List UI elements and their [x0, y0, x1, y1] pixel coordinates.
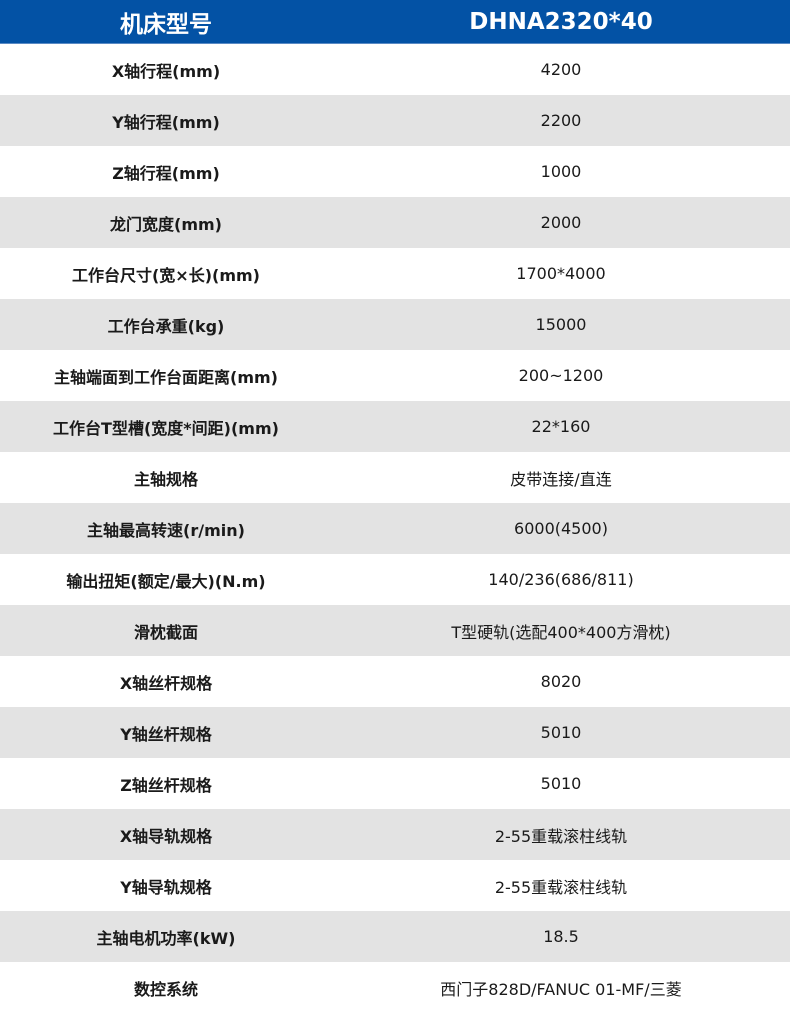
table-row: X轴行程(mm) 4200 [0, 44, 790, 95]
spec-value: 4200 [540, 60, 582, 79]
spec-label: 工作台承重(kg) [107, 316, 225, 336]
table-row: Y轴行程(mm) 2200 [0, 95, 790, 146]
spec-value: 140/236(686/811) [488, 570, 634, 589]
spec-value: 8020 [540, 672, 582, 691]
spec-value: 1000 [540, 162, 582, 181]
table-row: Z轴行程(mm) 1000 [0, 146, 790, 197]
table-row: 工作台承重(kg) 15000 [0, 299, 790, 350]
spec-value: T型硬轨(选配400*400方滑枕) [451, 622, 671, 642]
spec-label: Y轴行程(mm) [112, 112, 220, 132]
table-header: 机床型号 DHNA2320*40 [0, 0, 790, 44]
spec-label: 滑枕截面 [133, 622, 198, 642]
table-row: 数控系统 西门子828D/FANUC 01-MF/三菱 [0, 962, 790, 1013]
header-label: 机床型号 [120, 11, 212, 38]
spec-label: 输出扭矩(额定/最大)(N.m) [66, 571, 266, 591]
table-row: 工作台尺寸(宽×长)(mm) 1700*4000 [0, 248, 790, 299]
spec-value: 5010 [540, 723, 582, 742]
table-row: Y轴丝杆规格 5010 [0, 707, 790, 758]
spec-value: 1700*4000 [516, 264, 606, 283]
table-row: 输出扭矩(额定/最大)(N.m) 140/236(686/811) [0, 554, 790, 605]
spec-value: 15000 [535, 315, 587, 334]
spec-value: 2200 [540, 111, 582, 130]
spec-value: 2-55重载滚柱线轨 [494, 826, 628, 846]
table-row: 工作台T型槽(宽度*间距)(mm) 22*160 [0, 401, 790, 452]
spec-value: 200~1200 [518, 366, 604, 385]
spec-label: X轴行程(mm) [111, 61, 221, 81]
spec-label: Y轴导轨规格 [120, 877, 212, 897]
table-row: X轴导轨规格 2-55重载滚柱线轨 [0, 809, 790, 860]
spec-value: 2000 [540, 213, 582, 232]
table-row: Z轴丝杆规格 5010 [0, 758, 790, 809]
spec-label: 主轴最高转速(r/min) [87, 520, 245, 540]
spec-label: 工作台尺寸(宽×长)(mm) [71, 265, 260, 285]
table-row: 滑枕截面 T型硬轨(选配400*400方滑枕) [0, 605, 790, 656]
table-row: Y轴导轨规格 2-55重载滚柱线轨 [0, 860, 790, 911]
spec-label: 工作台T型槽(宽度*间距)(mm) [53, 418, 279, 438]
spec-label: 主轴规格 [133, 469, 198, 489]
spec-label: 龙门宽度(mm) [110, 214, 222, 234]
spec-value: 18.5 [543, 927, 579, 946]
spec-label: Z轴丝杆规格 [120, 775, 212, 795]
table-row: X轴丝杆规格 8020 [0, 656, 790, 707]
spec-value: 6000(4500) [514, 519, 608, 538]
spec-value: 西门子828D/FANUC 01-MF/三菱 [440, 979, 682, 999]
spec-label: X轴导轨规格 [119, 826, 213, 846]
table-row: 主轴规格 皮带连接/直连 [0, 452, 790, 503]
table-row: 主轴最高转速(r/min) 6000(4500) [0, 503, 790, 554]
header-model: DHNA2320*40 [469, 8, 653, 35]
table-row: 主轴电机功率(kW) 18.5 [0, 911, 790, 962]
spec-value: 22*160 [531, 417, 591, 436]
table-row: 主轴端面到工作台面距离(mm) 200~1200 [0, 350, 790, 401]
table-row: 龙门宽度(mm) 2000 [0, 197, 790, 248]
spec-label: X轴丝杆规格 [119, 673, 213, 693]
spec-label: Y轴丝杆规格 [120, 724, 212, 744]
spec-value: 皮带连接/直连 [510, 469, 612, 489]
spec-label: Z轴行程(mm) [112, 163, 220, 183]
spec-value: 2-55重载滚柱线轨 [494, 877, 628, 897]
spec-label: 主轴电机功率(kW) [96, 928, 236, 948]
spec-value: 5010 [540, 774, 582, 793]
spec-label: 数控系统 [133, 979, 198, 999]
spec-label: 主轴端面到工作台面距离(mm) [54, 367, 278, 387]
